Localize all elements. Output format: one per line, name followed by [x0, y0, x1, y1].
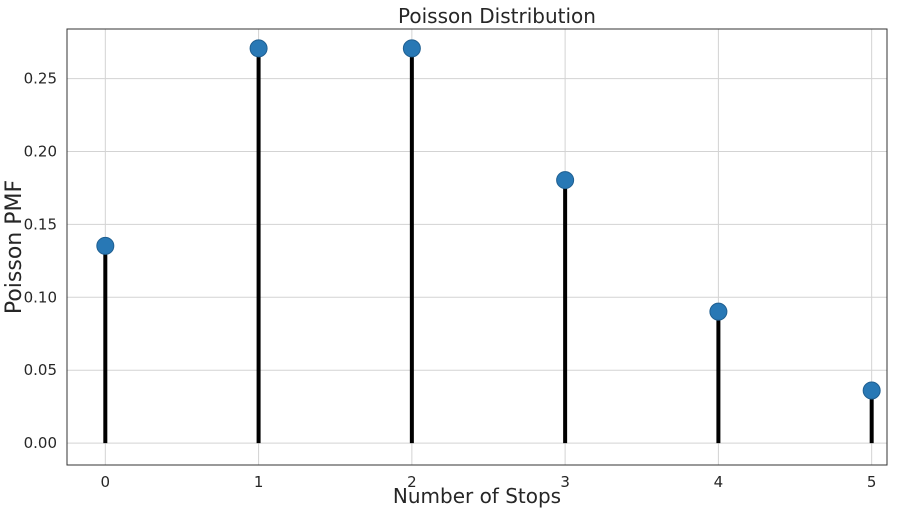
y-tick-label: 0.05 [24, 361, 57, 379]
x-tick-label: 2 [407, 473, 417, 491]
x-axis-label: Number of Stops [393, 484, 561, 508]
x-tick-label: 5 [867, 473, 877, 491]
stem-lines [103, 48, 874, 444]
stem-marker [402, 39, 421, 58]
x-tick-label: 4 [714, 473, 724, 491]
y-tick-label: 0.15 [24, 215, 57, 233]
y-tick-label: 0.10 [24, 288, 57, 306]
y-tick-label: 0.00 [24, 434, 57, 452]
x-tick-label: 1 [254, 473, 264, 491]
stem-markers [96, 39, 881, 400]
x-tick-label: 0 [101, 473, 111, 491]
grid-lines [67, 29, 887, 465]
stem-marker [862, 381, 881, 400]
tick-labels: 0 1 2 3 4 5 0.00 0.05 0.10 0.15 0.20 0.25 [24, 70, 877, 491]
stem-marker [96, 236, 115, 255]
stem-marker [709, 302, 728, 321]
y-tick-label: 0.25 [24, 70, 57, 88]
plot-frame [66, 28, 888, 466]
y-axis-label: Poisson PMF [2, 180, 27, 314]
chart-title: Poisson Distribution [398, 4, 596, 28]
x-tick-label: 3 [560, 473, 570, 491]
stem-marker [556, 171, 575, 190]
stem-marker [249, 39, 268, 58]
y-tick-label: 0.20 [24, 142, 57, 160]
